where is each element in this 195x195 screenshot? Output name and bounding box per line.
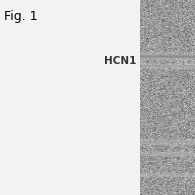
Text: Fig. 1: Fig. 1 <box>4 10 38 23</box>
Text: HCN1: HCN1 <box>104 56 136 66</box>
Bar <box>140 0 195 195</box>
